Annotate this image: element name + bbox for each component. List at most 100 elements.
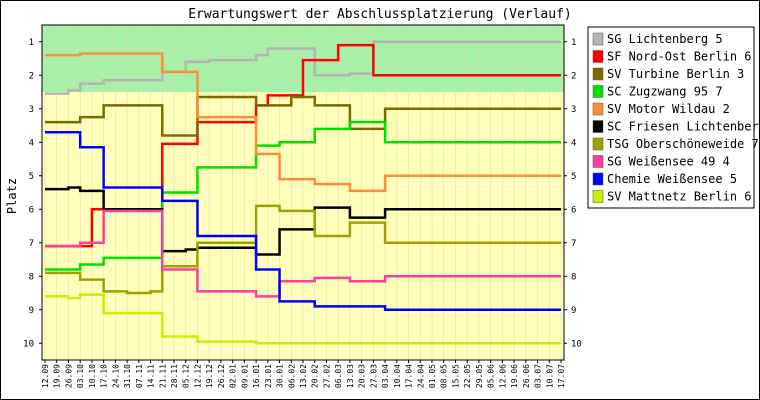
y-tick-label-left: 3 bbox=[29, 105, 34, 115]
x-tick-label: 22.05 bbox=[463, 364, 472, 388]
legend-swatch bbox=[592, 155, 604, 168]
y-tick-label-right: 10 bbox=[571, 339, 582, 349]
x-tick-label: 24.04 bbox=[416, 364, 425, 388]
x-tick-label: 20.03 bbox=[358, 364, 367, 388]
legend-entry: TSG Oberschöneweide 7 bbox=[607, 137, 759, 151]
x-tick-label: 20.02 bbox=[311, 364, 320, 388]
x-tick-label: 13.02 bbox=[299, 364, 308, 388]
x-tick-label: 08.05 bbox=[440, 364, 449, 388]
y-tick-label-right: 5 bbox=[571, 172, 576, 182]
legend-swatch bbox=[592, 50, 604, 63]
x-tick-label: 12.06 bbox=[498, 364, 507, 388]
x-tick-label: 17.10 bbox=[100, 364, 109, 388]
chart-title: Erwartungswert der Abschlussplatzierung … bbox=[188, 7, 572, 22]
x-tick-label: 06.02 bbox=[287, 364, 296, 388]
y-tick-label-left: 8 bbox=[29, 272, 34, 282]
x-tick-label: 17.04 bbox=[405, 364, 414, 388]
legend: SG Lichtenberg 5 SF Nord-Ost Berlin 6 SV T… bbox=[587, 26, 760, 209]
y-tick-label-right: 7 bbox=[571, 239, 576, 249]
legend-entry: SF Nord-Ost Berlin 6 bbox=[607, 50, 752, 64]
x-tick-label: 26.12 bbox=[217, 364, 226, 388]
legend-swatch bbox=[592, 190, 604, 203]
legend-swatch bbox=[592, 85, 604, 98]
x-tick-label: 12.09 bbox=[41, 364, 50, 388]
y-tick-label-right: 9 bbox=[571, 306, 576, 316]
y-tick-label-right: 3 bbox=[571, 105, 576, 115]
legend-entry: SG Lichtenberg 5 bbox=[607, 32, 723, 46]
y-axis-label: Platz bbox=[5, 178, 19, 214]
y-tick-label-right: 8 bbox=[571, 272, 576, 282]
y-tick-label-left: 4 bbox=[29, 138, 34, 148]
legend-entry: SV Mattnetz Berlin 6 bbox=[607, 190, 752, 204]
legend-entry: SC Friesen Lichtenberg 5 bbox=[607, 120, 760, 134]
x-tick-label: 06.03 bbox=[334, 364, 343, 388]
series-line-7 bbox=[45, 204, 561, 295]
legend-swatch bbox=[592, 32, 604, 46]
x-tick-label: 14.11 bbox=[147, 364, 156, 388]
legend-entry: SV Turbine Berlin 3 bbox=[607, 67, 744, 81]
x-tick-label: 27.03 bbox=[369, 364, 378, 388]
series-line-9 bbox=[45, 130, 561, 311]
y-tick-label-left: 9 bbox=[29, 306, 34, 316]
y-tick-label-right: 2 bbox=[571, 71, 576, 81]
legend-entry: Chemie Weißensee 5 bbox=[607, 172, 737, 186]
series-line-4 bbox=[45, 120, 561, 271]
x-tick-label: 07.11 bbox=[135, 364, 144, 388]
x-tick-label: 21.11 bbox=[158, 364, 167, 388]
x-tick-label: 15.05 bbox=[451, 364, 460, 388]
series-line-5 bbox=[45, 52, 561, 193]
series-line-8 bbox=[45, 209, 561, 298]
series-line-6 bbox=[45, 186, 561, 256]
x-tick-label: 13.03 bbox=[346, 364, 355, 388]
x-tick-label: 12.12 bbox=[193, 364, 202, 388]
x-tick-label: 01.05 bbox=[428, 364, 437, 388]
legend-box bbox=[587, 26, 755, 209]
x-tick-label: 09.01 bbox=[240, 364, 249, 388]
x-tick-label: 16.01 bbox=[252, 364, 261, 388]
legend-entry: SG Weißensee 49 4 bbox=[607, 155, 730, 169]
legend-swatch bbox=[592, 102, 604, 116]
y-tick-label-left: 5 bbox=[29, 172, 34, 182]
legend-swatch bbox=[592, 120, 604, 133]
x-tick-label: 26.06 bbox=[522, 364, 531, 388]
series-line-10 bbox=[45, 293, 561, 345]
x-tick-label: 19.06 bbox=[510, 364, 519, 388]
x-tick-label: 26.09 bbox=[64, 364, 73, 388]
series-line-3 bbox=[45, 95, 561, 137]
legend-entry: SV Motor Wildau 2 bbox=[607, 102, 730, 116]
x-tick-label: 03.07 bbox=[534, 364, 543, 388]
x-tick-label: 28.11 bbox=[170, 364, 179, 388]
y-tick-label-right: 6 bbox=[571, 205, 576, 215]
x-tick-label: 17.07 bbox=[557, 364, 566, 388]
legend-swatch bbox=[592, 172, 604, 186]
y-tick-label-left: 2 bbox=[29, 71, 34, 81]
legend-swatch bbox=[592, 67, 604, 81]
x-tick-label: 05.06 bbox=[487, 364, 496, 388]
x-tick-label: 05.12 bbox=[182, 364, 191, 388]
y-tick-label-left: 10 bbox=[23, 339, 34, 349]
x-tick-label: 03.10 bbox=[76, 364, 85, 388]
x-tick-label: 10.07 bbox=[545, 364, 554, 388]
y-tick-label-right: 4 bbox=[571, 138, 576, 148]
y-tick-label-left: 6 bbox=[29, 205, 34, 215]
x-tick-label: 30.01 bbox=[276, 364, 285, 388]
y-tick-label-left: 1 bbox=[29, 38, 34, 48]
x-tick-label: 19.12 bbox=[205, 364, 214, 388]
y-tick-label-left: 7 bbox=[29, 239, 34, 249]
series-line-1 bbox=[45, 40, 561, 95]
x-tick-label: 27.02 bbox=[322, 364, 331, 388]
x-tick-label: 23.01 bbox=[264, 364, 273, 388]
x-tick-label: 10.10 bbox=[88, 364, 97, 388]
legend-swatch bbox=[592, 137, 604, 151]
x-tick-label: 29.05 bbox=[475, 364, 484, 388]
y-tick-label-right: 1 bbox=[571, 38, 576, 48]
x-tick-label: 10.04 bbox=[393, 364, 402, 388]
x-tick-label: 31.10 bbox=[123, 364, 132, 388]
x-tick-label: 24.10 bbox=[111, 364, 120, 388]
x-tick-label: 03.04 bbox=[381, 364, 390, 388]
x-tick-label: 02.01 bbox=[229, 364, 238, 388]
legend-entry: SC Zugzwang 95 7 bbox=[607, 85, 723, 99]
x-tick-label: 19.09 bbox=[53, 364, 62, 388]
